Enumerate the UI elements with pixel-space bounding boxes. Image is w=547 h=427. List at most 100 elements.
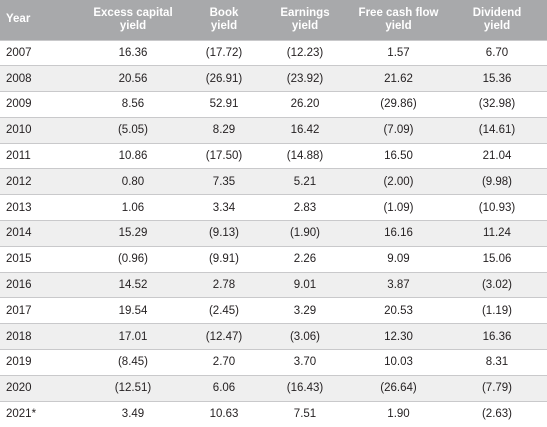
cell-excess-capital-yield: (12.51) [78,374,188,402]
cell-book-yield: 10.63 [188,400,260,427]
cell-excess-capital-yield: 1.06 [78,194,188,221]
header-line-1: Free cash flow [358,6,439,19]
header-line-1: Book [209,6,239,19]
cell-year: 2013 [0,194,78,221]
cell-excess-capital-yield: 3.49 [78,400,188,427]
cell-free-cash-flow-yield: 16.50 [350,142,447,169]
cell-free-cash-flow-yield: 9.09 [350,245,447,273]
cell-year: 2008 [0,65,78,92]
cell-dividend-yield: 11.24 [447,220,547,247]
cell-excess-capital-yield: 8.56 [78,91,188,118]
cell-book-yield: 3.34 [188,194,260,221]
cell-free-cash-flow-yield: 21.62 [350,65,447,92]
cell-book-yield: (26.91) [188,65,260,92]
cell-book-yield: (9.13) [188,220,260,247]
table-row: 2020 (12.51) 6.06 (16.43) (26.64) (7.79) [0,374,547,402]
table-row: 2014 15.29 (9.13) (1.90) 16.16 11.24 [0,220,547,247]
cell-year: 2015 [0,245,78,273]
cell-year: 2021* [0,400,78,427]
cell-year: 2020 [0,374,78,402]
cell-free-cash-flow-yield: (29.86) [350,91,447,118]
header-free-cash-flow-yield: Free cash flow yield [350,0,447,40]
cell-earnings-yield: (14.88) [260,142,350,169]
cell-dividend-yield: 16.36 [447,323,547,350]
cell-dividend-yield: (2.63) [447,400,547,427]
table-row: 2011 10.86 (17.50) (14.88) 16.50 21.04 [0,142,547,169]
cell-dividend-yield: (7.79) [447,374,547,402]
cell-earnings-yield: 3.70 [260,349,350,376]
cell-free-cash-flow-yield: (26.64) [350,374,447,402]
header-dividend-yield: Dividend yield [447,0,547,40]
table-row: 2008 20.56 (26.91) (23.92) 21.62 15.36 [0,65,547,92]
cell-year: 2014 [0,220,78,247]
cell-earnings-yield: 2.83 [260,194,350,221]
cell-year: 2007 [0,39,78,66]
cell-book-yield: 2.70 [188,349,260,376]
cell-dividend-yield: (14.61) [447,116,547,144]
cell-excess-capital-yield: 17.01 [78,323,188,350]
table-row: 2012 0.80 7.35 5.21 (2.00) (9.98) [0,168,547,195]
cell-book-yield: (17.50) [188,142,260,169]
header-excess-capital-yield: Excess capital yield [78,0,188,40]
table-row: 2016 14.52 2.78 9.01 3.87 (3.02) [0,271,547,298]
cell-dividend-yield: 6.70 [447,39,547,66]
cell-book-yield: 6.06 [188,374,260,402]
cell-book-yield: (2.45) [188,297,260,324]
cell-earnings-yield: 16.42 [260,116,350,144]
header-line-2: yield [210,19,238,32]
cell-earnings-yield: 5.21 [260,168,350,195]
cell-earnings-yield: (1.90) [260,220,350,247]
cell-earnings-yield: 9.01 [260,271,350,298]
cell-earnings-yield: (23.92) [260,65,350,92]
cell-dividend-yield: (32.98) [447,91,547,118]
cell-dividend-yield: 15.36 [447,65,547,92]
header-line-1: Earnings [280,6,330,19]
cell-free-cash-flow-yield: 1.57 [350,39,447,66]
table-row: 2007 16.36 (17.72) (12.23) 1.57 6.70 [0,39,547,66]
cell-dividend-yield: (9.98) [447,168,547,195]
cell-dividend-yield: 8.31 [447,349,547,376]
table-row: 2013 1.06 3.34 2.83 (1.09) (10.93) [0,194,547,221]
cell-excess-capital-yield: 0.80 [78,168,188,195]
cell-book-yield: 2.78 [188,271,260,298]
cell-dividend-yield: (10.93) [447,194,547,221]
header-line-1: Excess capital [93,6,173,19]
table-row: 2009 8.56 52.91 26.20 (29.86) (32.98) [0,91,547,118]
cell-year: 2018 [0,323,78,350]
header-earnings-yield: Earnings yield [260,0,350,40]
table-body: 2007 16.36 (17.72) (12.23) 1.57 6.70 2008 20.56… [0,39,547,427]
cell-free-cash-flow-yield: (7.09) [350,116,447,144]
table-row: 2015 (0.96) (9.91) 2.26 9.09 15.06 [0,245,547,273]
cell-excess-capital-yield: 14.52 [78,271,188,298]
cell-free-cash-flow-yield: 3.87 [350,271,447,298]
cell-book-yield: (17.72) [188,39,260,66]
cell-year: 2012 [0,168,78,195]
header-line-2: yield [119,19,147,32]
cell-dividend-yield: 15.06 [447,245,547,273]
cell-dividend-yield: 21.04 [447,142,547,169]
cell-earnings-yield: (3.06) [260,323,350,350]
cell-book-yield: 8.29 [188,116,260,144]
cell-year: 2011 [0,142,78,169]
cell-book-yield: (12.47) [188,323,260,350]
header-row: Year Excess capital yield Book yield Ear… [0,0,547,40]
cell-year: 2016 [0,271,78,298]
header-line-2: yield [291,19,319,32]
cell-excess-capital-yield: (0.96) [78,245,188,273]
cell-excess-capital-yield: 16.36 [78,39,188,66]
cell-free-cash-flow-yield: (2.00) [350,168,447,195]
cell-dividend-yield: (1.19) [447,297,547,324]
cell-excess-capital-yield: (5.05) [78,116,188,144]
cell-excess-capital-yield: 20.56 [78,65,188,92]
cell-year: 2017 [0,297,78,324]
cell-free-cash-flow-yield: 16.16 [350,220,447,247]
header-year-label: Year [6,13,31,26]
cell-earnings-yield: (16.43) [260,374,350,402]
cell-book-yield: (9.91) [188,245,260,273]
table-row: 2019 (8.45) 2.70 3.70 10.03 8.31 [0,349,547,376]
cell-free-cash-flow-yield: 1.90 [350,400,447,427]
table-row: 2021* 3.49 10.63 7.51 1.90 (2.63) [0,400,547,427]
cell-dividend-yield: (3.02) [447,271,547,298]
